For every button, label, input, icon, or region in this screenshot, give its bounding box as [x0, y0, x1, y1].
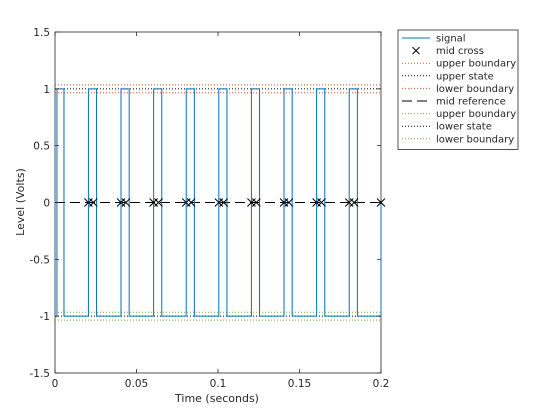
legend-item: mid cross: [412, 46, 484, 57]
mid-cross-marker: [186, 198, 196, 207]
legend-item: mid reference: [402, 97, 506, 108]
legend-label: lower boundary: [436, 134, 514, 145]
y-tick-label: 1: [43, 84, 50, 96]
x-axis-label: Time (seconds): [174, 392, 259, 405]
mid-cross-marker: [251, 198, 261, 207]
mid-cross-marker: [349, 198, 359, 207]
legend-item: lower boundary: [402, 84, 514, 95]
y-axis-ticks: -1.5 -1 -0.5 0 0.5 1 1.5: [30, 27, 381, 380]
y-axis-label: Level (Volts): [14, 168, 27, 236]
mid-cross-marker: [317, 198, 326, 207]
y-tick-label: -0.5: [30, 254, 51, 266]
legend-label: lower state: [436, 122, 492, 133]
mid-cross-marker: [88, 198, 98, 207]
legend-item: signal: [402, 34, 466, 45]
mid-cross-marker: [154, 198, 163, 207]
mid-cross-marker: [284, 198, 294, 207]
legend-box: [397, 29, 519, 150]
legend-label: upper boundary: [436, 109, 516, 120]
x-tick-label: 0.15: [288, 378, 311, 390]
legend-item: upper state: [402, 71, 494, 82]
x-tick-label: 0.05: [125, 378, 148, 390]
legend-label: lower boundary: [436, 84, 514, 95]
legend-item: upper boundary: [402, 109, 516, 120]
legend-label: upper boundary: [436, 59, 516, 70]
plot-area: 0 0.05 0.1 0.15 0.2 -1.5 -1 -0.5 0 0.5 1 1.5: [30, 27, 390, 390]
y-tick-label: -1.5: [30, 368, 51, 380]
mid-cross-marker: [121, 198, 131, 207]
legend-label: mid reference: [436, 97, 506, 108]
y-tick-label: 1.5: [33, 27, 50, 39]
y-tick-label: 0: [43, 198, 50, 210]
x-tick-label: 0: [52, 378, 59, 390]
x-axis-ticks: 0 0.05 0.1 0.15 0.2: [52, 32, 390, 390]
y-tick-label: -1: [40, 311, 50, 323]
legend-label: upper state: [436, 71, 494, 82]
legend-item: upper boundary: [402, 59, 516, 70]
legend-label: mid cross: [436, 46, 484, 57]
legend-label: signal: [436, 34, 466, 45]
x-tick-label: 0.1: [210, 378, 227, 390]
y-tick-label: 0.5: [33, 141, 50, 153]
signal-line: [55, 88, 382, 317]
legend-item: lower boundary: [402, 134, 514, 145]
x-tick-label: 0.2: [373, 378, 390, 390]
legend-item: lower state: [402, 122, 492, 133]
mid-cross-marker: [219, 198, 229, 207]
